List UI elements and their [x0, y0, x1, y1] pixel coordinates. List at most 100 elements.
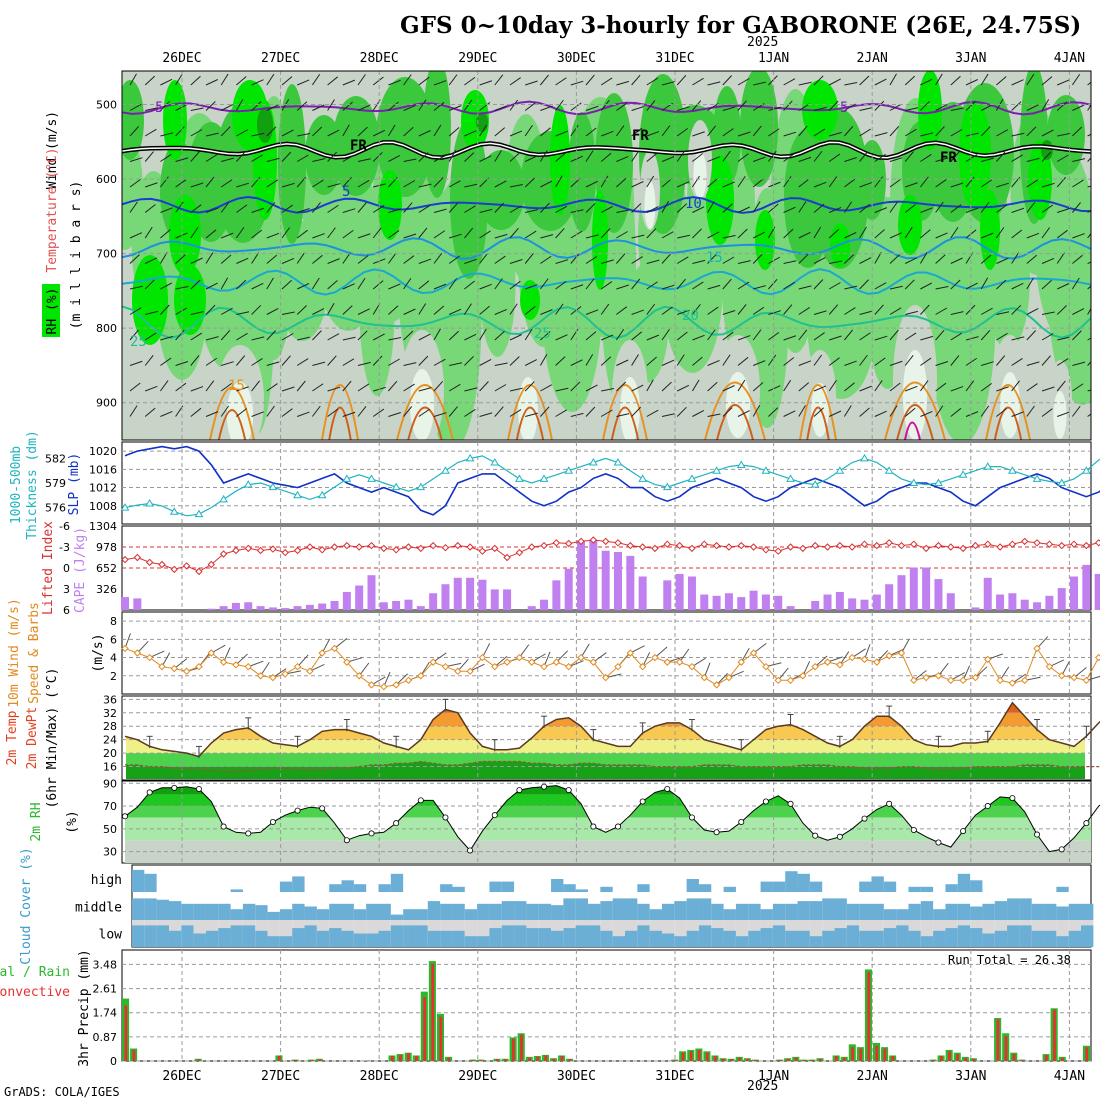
wind-barb [327, 302, 335, 315]
li-point [737, 541, 745, 550]
wind-barb [175, 73, 183, 86]
wind-speed-point [885, 652, 893, 660]
contour-label: 10 [685, 196, 702, 212]
wind-barb [859, 151, 869, 162]
wind-barb [570, 125, 579, 137]
wind-barb [220, 405, 230, 417]
wind-barb [829, 206, 842, 213]
cloud-cell [427, 901, 441, 920]
wind-barb [1041, 386, 1055, 392]
wind-speed-point [860, 655, 869, 664]
wind-barb [889, 254, 900, 264]
cloud-cell [292, 928, 305, 947]
wind-barb [859, 407, 870, 417]
precip-convective-bar [681, 1052, 685, 1061]
wind-barb [753, 81, 766, 86]
precip-panel: 3.482.611.740.870 Run Total = 26.38 Tota… [0, 949, 1092, 1068]
wind-speed-point [503, 658, 511, 666]
temperature-contour-warm [704, 381, 766, 440]
cloud-cell [181, 925, 194, 947]
wind-barb [889, 201, 898, 213]
cloud-cell [846, 903, 860, 920]
wind-barb [464, 152, 475, 162]
wind-barb [221, 361, 234, 366]
thickness-point [1057, 478, 1067, 486]
wind-barb [692, 334, 705, 341]
precip-tick-label: 2.61 [93, 983, 118, 996]
li-point [454, 541, 462, 550]
precip-convective-bar [843, 1057, 846, 1061]
wind-barb [828, 100, 839, 111]
wind-barb [813, 407, 824, 417]
cape-tick-label: 1304 [89, 520, 117, 533]
wind-barb [874, 229, 885, 239]
wind-barb [220, 73, 229, 86]
precip-tick-label: 0.87 [93, 1031, 118, 1044]
wind-barb [1026, 232, 1040, 239]
wind-barb-10m [654, 646, 668, 658]
wind-barb [372, 151, 383, 162]
wind-barb [479, 412, 493, 417]
li-point [910, 540, 918, 548]
wind-barb [813, 354, 823, 366]
wind-barb [935, 329, 945, 341]
wind-barb [843, 405, 852, 417]
wind-barb [676, 203, 688, 213]
wind-barb [524, 102, 536, 111]
wind-barb [175, 254, 186, 264]
thickness-point [268, 482, 278, 491]
cloud-cell [625, 930, 638, 947]
cloud-cell [920, 901, 934, 920]
temperature-contour-warm [602, 384, 648, 440]
cape-bar [219, 606, 228, 610]
wind-barb [403, 277, 412, 290]
wind-barb [737, 410, 750, 417]
cloud-cell [538, 903, 552, 920]
rh-legend-swatch [42, 284, 60, 337]
wind-barb [129, 285, 143, 290]
wind-speed-point [922, 673, 930, 682]
wind-barb [1087, 133, 1091, 137]
cloud-cell [132, 898, 145, 920]
wind-barb-10m [716, 673, 729, 686]
rh-shading [122, 71, 1091, 440]
precip-convective-bar [398, 1054, 402, 1061]
wind-barb [387, 124, 396, 137]
wind-barb [448, 149, 457, 162]
wind-barb [144, 279, 155, 290]
rh-tick-label: 50 [103, 823, 117, 836]
wind-barb [798, 405, 806, 417]
wind-barb [464, 333, 477, 341]
precip-convective-bar [293, 1059, 297, 1061]
li-point [725, 543, 733, 551]
wind-barb [798, 360, 812, 366]
rh-band [450, 119, 488, 279]
cloud-cell [168, 930, 182, 947]
wind-barb [296, 283, 310, 290]
wind-barb [737, 379, 746, 392]
li-point [959, 544, 967, 553]
cloud-cell [896, 925, 909, 947]
wind-barb [1071, 277, 1080, 290]
wind-barb [1072, 158, 1086, 162]
wind-barb [144, 407, 156, 417]
wind-barb [768, 407, 779, 417]
wind-barb [159, 380, 169, 392]
year-label-top: 2025 [747, 35, 778, 50]
wind-barb [631, 331, 643, 341]
wind-barb [555, 205, 568, 213]
li-point [380, 544, 388, 553]
wind-barb [1056, 358, 1069, 366]
wind-barb [905, 385, 918, 392]
cape-bar [392, 600, 401, 610]
wind-barb [144, 226, 153, 239]
wind-barb [555, 77, 567, 86]
wind-barb [676, 256, 689, 264]
wind-barb [1087, 337, 1091, 341]
wind-barb [312, 254, 323, 264]
cloud-cell [797, 901, 810, 920]
wind-barb [433, 80, 447, 86]
wind-barb [828, 379, 837, 392]
wind-barb [600, 205, 613, 213]
